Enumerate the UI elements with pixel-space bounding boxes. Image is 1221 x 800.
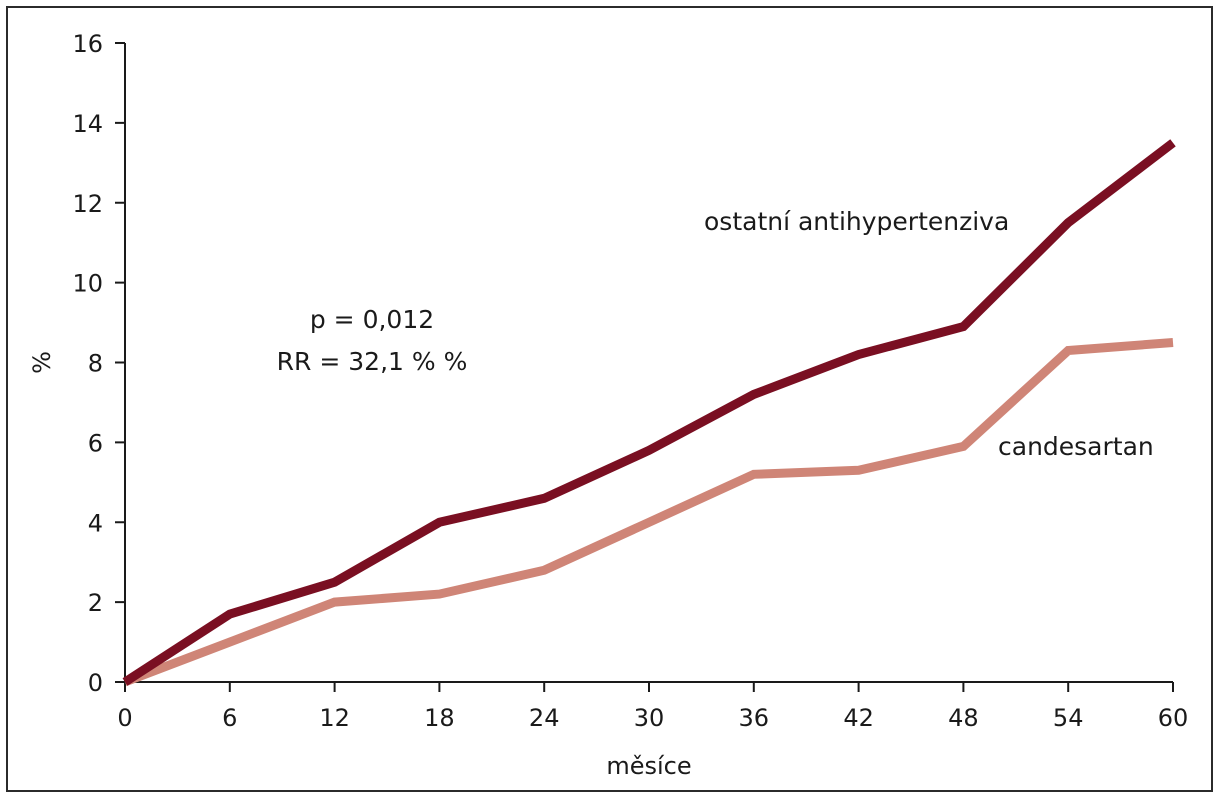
x-tick-label: 42 xyxy=(843,704,874,732)
series-line-ostatni-antihypertenziva xyxy=(122,139,1176,686)
y-tick-label: 8 xyxy=(88,350,103,378)
rr-annotation: RR = 32,1 % % xyxy=(277,347,468,376)
series-label-candesartan: candesartan xyxy=(998,432,1154,461)
y-tick-label: 12 xyxy=(72,190,103,218)
x-tick-label: 6 xyxy=(222,704,237,732)
x-tick-label: 24 xyxy=(529,704,560,732)
x-tick-label: 54 xyxy=(1053,704,1084,732)
y-tick-label: 2 xyxy=(88,589,103,617)
p-value-annotation: p = 0,012 xyxy=(310,305,434,334)
series-line-candesartan xyxy=(123,338,1174,687)
series-layer xyxy=(122,139,1176,687)
x-axis-title: měsíce xyxy=(606,752,691,780)
x-tick-label: 0 xyxy=(117,704,132,732)
series-label-ostatni-antihypertenziva: ostatní antihypertenziva xyxy=(704,207,1009,236)
x-tick-label: 30 xyxy=(634,704,665,732)
y-tick-label: 4 xyxy=(88,509,103,537)
x-tick-label: 12 xyxy=(319,704,350,732)
x-tick-label: 48 xyxy=(948,704,979,732)
y-tick-label: 6 xyxy=(88,429,103,457)
x-tick-label: 60 xyxy=(1158,704,1189,732)
y-tick-label: 16 xyxy=(72,30,103,58)
x-tick-label: 36 xyxy=(739,704,770,732)
y-axis-title: % xyxy=(28,351,56,374)
chart-frame: 0 2 4 6 8 10 12 14 16 0 6 12 18 24 30 36 42 48 54 60 % měsí… xyxy=(6,6,1213,792)
y-tick-label: 0 xyxy=(88,669,103,697)
y-tick-label: 14 xyxy=(72,110,103,138)
x-tick-label: 18 xyxy=(424,704,455,732)
y-tick-label: 10 xyxy=(72,270,103,298)
